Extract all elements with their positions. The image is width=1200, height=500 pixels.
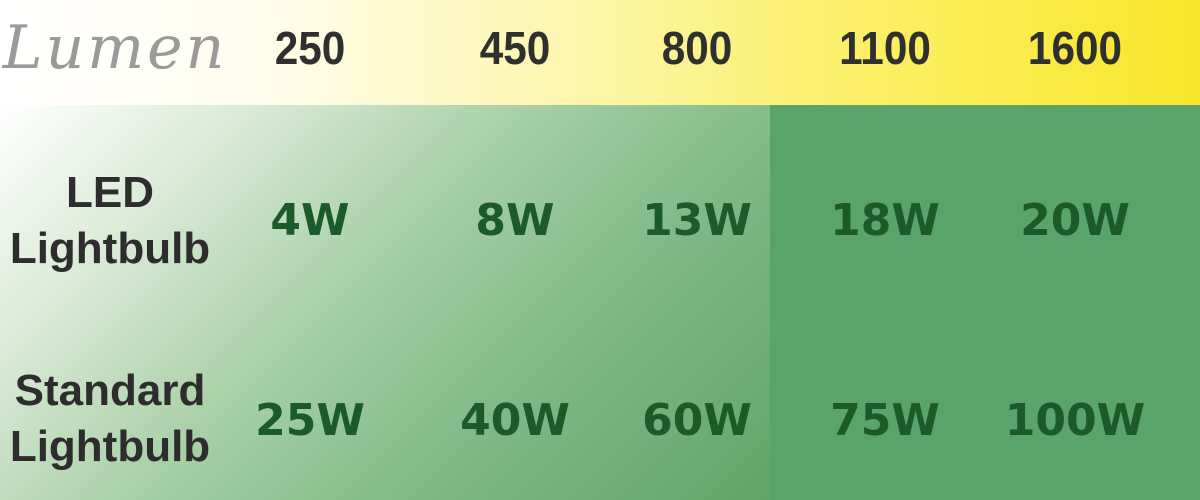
standard-watt-1100: 75W <box>830 394 940 446</box>
led-watt-1600: 20W <box>1020 194 1130 246</box>
lumen-value-800: 800 <box>661 21 733 74</box>
lumen-value-250: 250 <box>274 21 346 74</box>
lumen-header-band <box>0 0 1200 105</box>
led-watt-250: 4W <box>270 194 350 246</box>
row-label-line: Standard <box>14 365 206 415</box>
wattage-area-solid <box>770 105 1200 500</box>
row-label-led-lightbulb: LED Lightbulb <box>0 158 220 283</box>
lumen-label: Lumen <box>2 12 228 83</box>
row-label-standard-lightbulb: Standard Lightbulb <box>0 356 220 481</box>
row-label-line: LED <box>66 167 154 217</box>
lumen-value-450: 450 <box>479 21 551 74</box>
led-watt-800: 13W <box>642 194 752 246</box>
standard-watt-800: 60W <box>642 394 752 446</box>
standard-watt-250: 25W <box>255 394 365 446</box>
led-watt-1100: 18W <box>830 194 940 246</box>
row-label-line: Lightbulb <box>9 223 211 273</box>
wattage-area-gradient <box>0 105 770 500</box>
standard-watt-1600: 100W <box>1004 394 1146 446</box>
lumen-value-1100: 1100 <box>839 21 931 74</box>
standard-watt-450: 40W <box>460 394 570 446</box>
row-label-line: Lightbulb <box>9 421 211 471</box>
lumen-value-1600: 1600 <box>1027 21 1123 74</box>
led-watt-450: 8W <box>475 194 555 246</box>
